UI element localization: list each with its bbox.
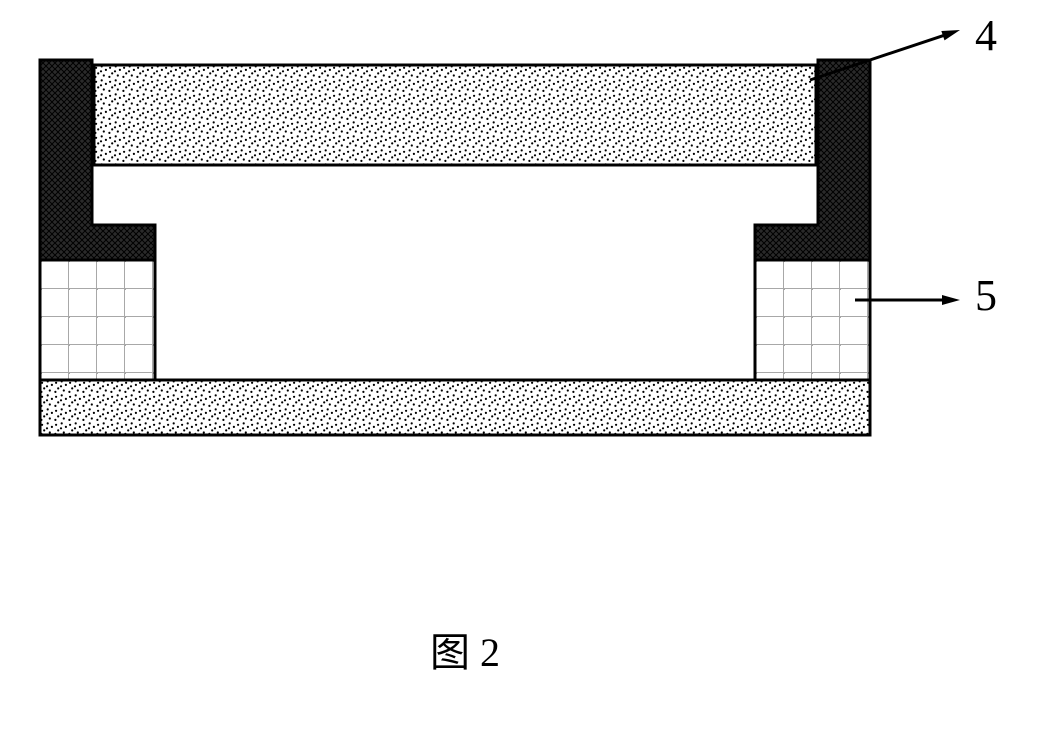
diagram-canvas: 4 5 图 2: [0, 0, 1049, 731]
bottom-substrate: [40, 380, 870, 435]
label-5: 5: [975, 270, 997, 321]
arrow-to-5: [835, 280, 980, 320]
arrow-to-4: [790, 10, 980, 100]
grid-right: [755, 260, 870, 380]
dark-left: [40, 60, 155, 260]
grid-left: [40, 260, 155, 380]
top-plate: [94, 65, 816, 165]
figure-caption: 图 2: [430, 620, 500, 678]
label-4: 4: [975, 10, 997, 61]
